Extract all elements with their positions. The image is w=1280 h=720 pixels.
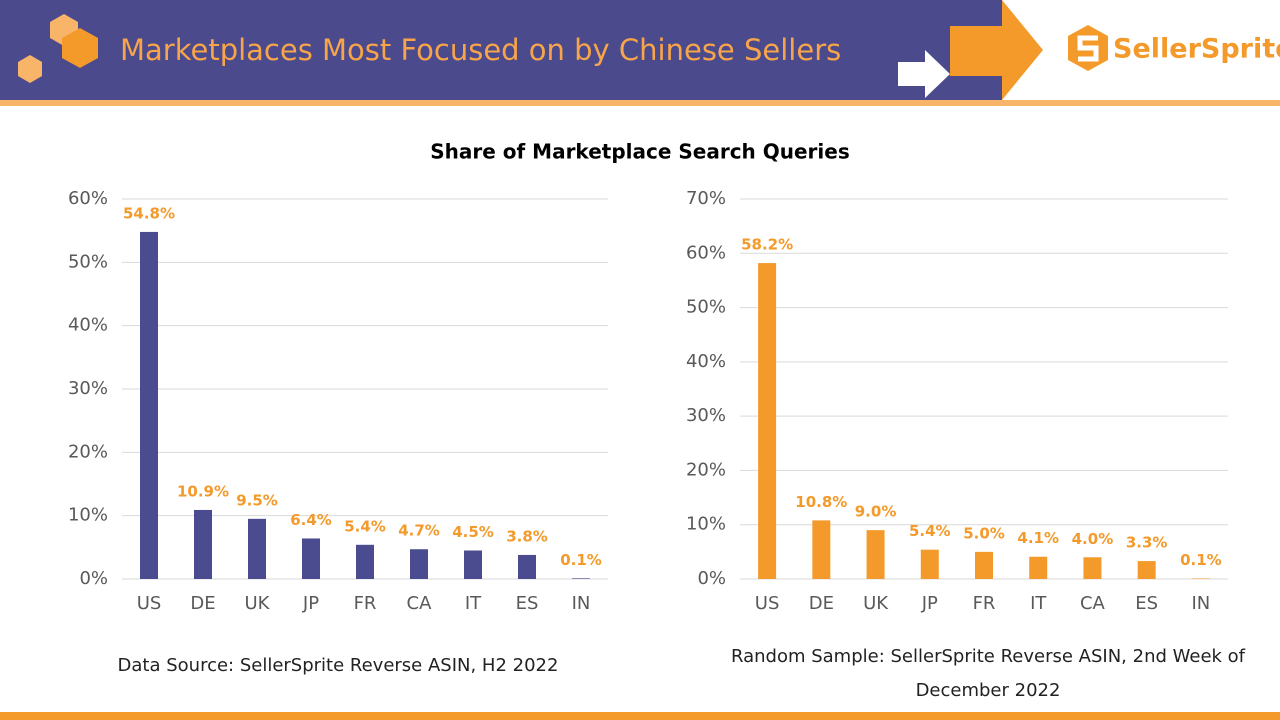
value-label: 54.8% [123, 204, 175, 222]
y-tick-label: 10% [686, 514, 726, 535]
x-tick-label: CA [1080, 593, 1106, 614]
y-tick-label: 40% [686, 351, 726, 372]
bar [1083, 557, 1102, 579]
bar [356, 544, 374, 579]
y-tick-label: 20% [686, 459, 726, 480]
x-tick-label: CA [407, 593, 433, 614]
x-tick-label: IN [1191, 593, 1210, 614]
bar [1137, 561, 1156, 579]
value-label: 10.9% [177, 482, 229, 500]
header-stripe [0, 100, 1280, 106]
bar [920, 549, 939, 579]
x-tick-label: DE [809, 593, 834, 614]
value-label: 58.2% [741, 236, 793, 254]
x-tick-label: IT [465, 593, 482, 614]
bar [975, 551, 993, 579]
x-tick-label: UK [245, 593, 271, 614]
hex-icon [18, 55, 42, 83]
arrow [898, 50, 950, 98]
logo-text: SellerSprite [1113, 34, 1280, 65]
bar [866, 530, 885, 579]
bar [758, 263, 777, 579]
value-label: 4.5% [452, 523, 494, 541]
bar [1191, 578, 1210, 579]
y-tick-label: 40% [68, 315, 108, 336]
bar [1029, 556, 1048, 579]
value-label: 5.4% [344, 517, 386, 535]
value-label: 5.4% [909, 522, 951, 540]
y-tick-label: 10% [68, 505, 108, 526]
y-tick-label: 30% [686, 405, 726, 426]
bar [302, 538, 320, 579]
value-label: 10.8% [795, 493, 847, 511]
value-label: 3.8% [506, 527, 548, 545]
value-label: 4.1% [1017, 529, 1059, 547]
value-label: 0.1% [1180, 551, 1222, 569]
bar [194, 509, 212, 579]
x-tick-label: UK [863, 593, 889, 614]
y-tick-label: 50% [68, 251, 108, 272]
header-title: Marketplaces Most Focused on by Chinese … [120, 33, 841, 67]
source-note: Random Sample: SellerSprite Reverse ASIN… [730, 646, 1246, 701]
value-label: 3.3% [1126, 534, 1168, 552]
value-label: 6.4% [290, 511, 332, 529]
x-tick-label: ES [516, 593, 539, 614]
y-tick-label: 0% [697, 568, 726, 589]
x-tick-label: US [137, 593, 162, 614]
x-tick-label: JP [921, 593, 938, 614]
value-label: 0.1% [560, 551, 602, 569]
value-label: 9.0% [855, 503, 897, 521]
bar [140, 231, 158, 579]
bar [410, 549, 428, 579]
y-tick-label: 20% [68, 441, 108, 462]
y-tick-label: 50% [686, 297, 726, 318]
bar [518, 554, 536, 579]
value-label: 5.0% [963, 524, 1005, 542]
x-tick-label: JP [302, 593, 319, 614]
y-tick-label: 0% [79, 568, 108, 589]
x-tick-label: DE [190, 593, 215, 614]
x-tick-label: IN [572, 593, 591, 614]
y-tick-label: 60% [68, 188, 108, 209]
x-tick-label: ES [1135, 593, 1158, 614]
bar [248, 518, 266, 579]
header-band [0, 0, 1002, 100]
value-label: 9.5% [236, 491, 278, 509]
footer-bar [0, 712, 1280, 720]
y-tick-label: 70% [686, 188, 726, 209]
value-label: 4.0% [1072, 530, 1114, 548]
x-tick-label: FR [354, 593, 377, 614]
bar [464, 550, 482, 579]
x-tick-label: IT [1030, 593, 1047, 614]
value-label: 4.7% [398, 522, 440, 540]
hex-icon [62, 28, 98, 68]
x-tick-label: FR [973, 593, 996, 614]
bar [572, 578, 590, 579]
arrow [950, 0, 1043, 100]
y-tick-label: 60% [686, 242, 726, 263]
bar [812, 520, 831, 579]
y-tick-label: 30% [68, 378, 108, 399]
source-note: Data Source: SellerSprite Reverse ASIN, … [117, 655, 559, 676]
logo-s [1077, 35, 1099, 62]
x-tick-label: US [755, 593, 780, 614]
chart-heading: Share of Marketplace Search Queries [430, 140, 850, 164]
